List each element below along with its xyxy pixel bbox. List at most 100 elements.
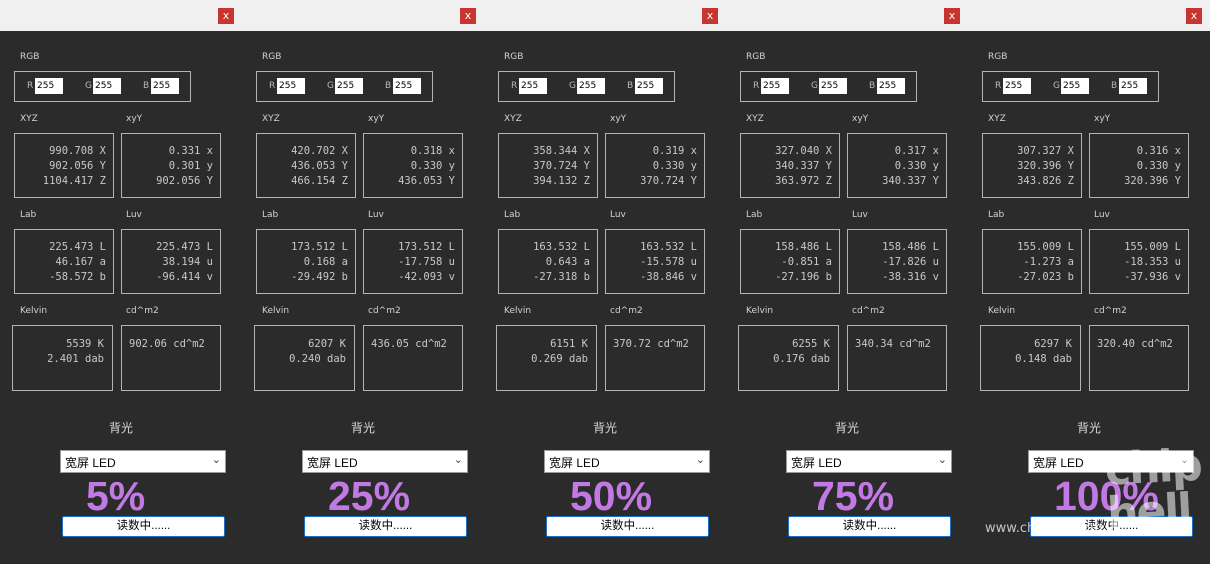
colorimeter-panel: x RGB R 255 G 255 B 255 XYZ xyY 420.7 (242, 0, 484, 564)
lab-box: 158.486 L -0.851 a -27.196 b (740, 229, 840, 294)
xyz-values: 327.040 X 340.337 Y 363.972 Z (775, 145, 832, 187)
rgb-box: R 255 G 255 B 255 (256, 71, 433, 102)
kelvin-label: Kelvin (504, 306, 532, 316)
chevron-down-icon: ⌄ (211, 453, 221, 466)
xyy-box: 0.318 x 0.330 y 436.053 Y (363, 133, 463, 198)
xyz-values: 307.327 X 320.396 Y 343.826 Z (1017, 145, 1074, 187)
backlight-select[interactable]: 宽屏 LED ⌄ (302, 450, 468, 473)
kelvin-values: 6151 K 0.269 dab (531, 338, 588, 365)
xyz-label: XYZ (988, 114, 1006, 124)
g-value-input[interactable]: 255 (1061, 78, 1089, 94)
g-label: G (1053, 81, 1060, 91)
colorimeter-panel: x RGB R 255 G 255 B 255 XYZ xyY 327.0 (726, 0, 968, 564)
luv-label: Luv (368, 210, 384, 220)
cdm2-box: 320.40 cd^m2 (1089, 325, 1189, 391)
brightness-percent: 25% (328, 473, 411, 519)
rgb-box: R 255 G 255 B 255 (740, 71, 917, 102)
kelvin-box: 6255 K 0.176 dab (738, 325, 839, 391)
kelvin-values: 6207 K 0.240 dab (289, 338, 346, 365)
xyz-box: 358.344 X 370.724 Y 394.132 Z (498, 133, 598, 198)
xyz-box: 327.040 X 340.337 Y 363.972 Z (740, 133, 840, 198)
g-value-input[interactable]: 255 (93, 78, 121, 94)
chevron-down-icon: ⌄ (453, 453, 463, 466)
cdm2-box: 370.72 cd^m2 (605, 325, 705, 391)
luv-box: 173.512 L -17.758 u -42.093 v (363, 229, 463, 294)
xyz-values: 358.344 X 370.724 Y 394.132 Z (533, 145, 590, 187)
reading-button[interactable]: 读数中...... (788, 516, 951, 537)
g-value-input[interactable]: 255 (577, 78, 605, 94)
b-value-input[interactable]: 255 (151, 78, 179, 94)
g-label: G (811, 81, 818, 91)
xyy-values: 0.316 x 0.330 y 320.396 Y (1124, 145, 1181, 187)
chevron-down-icon: ⌄ (937, 453, 947, 466)
close-button[interactable]: x (460, 8, 476, 24)
reading-button[interactable]: 读数中...... (62, 516, 225, 537)
rgb-box: R 255 G 255 B 255 (498, 71, 675, 102)
cdm2-value: 436.05 cd^m2 (371, 338, 447, 350)
r-label: R (27, 81, 34, 91)
b-value-input[interactable]: 255 (877, 78, 905, 94)
r-label: R (511, 81, 518, 91)
cdm2-value: 320.40 cd^m2 (1097, 338, 1173, 350)
cdm2-box: 902.06 cd^m2 (121, 325, 221, 391)
xyy-box: 0.319 x 0.330 y 370.724 Y (605, 133, 705, 198)
r-value-input[interactable]: 255 (277, 78, 305, 94)
colorimeter-panel: x RGB R 255 G 255 B 255 XYZ xyY 358.3 (484, 0, 726, 564)
cdm2-value: 340.34 cd^m2 (855, 338, 931, 350)
backlight-select[interactable]: 宽屏 LED ⌄ (544, 450, 710, 473)
xyy-label: xyY (610, 114, 627, 124)
r-value-input[interactable]: 255 (1003, 78, 1031, 94)
rgb-label: RGB (262, 52, 282, 62)
window-titlebar (968, 0, 1210, 31)
lab-label: Lab (988, 210, 1005, 220)
g-value-input[interactable]: 255 (819, 78, 847, 94)
b-value-input[interactable]: 255 (635, 78, 663, 94)
xyy-values: 0.319 x 0.330 y 370.724 Y (640, 145, 697, 187)
watermark-logo: chip hell (1103, 439, 1203, 540)
colorimeter-panel: x RGB R 255 G 255 B 255 XYZ xyY 307.3 (968, 0, 1210, 564)
window-titlebar (726, 0, 968, 31)
close-button[interactable]: x (944, 8, 960, 24)
window-titlebar (0, 0, 242, 31)
backlight-select[interactable]: 宽屏 LED ⌄ (786, 450, 952, 473)
backlight-selected-value: 宽屏 LED (549, 456, 600, 470)
close-button[interactable]: x (218, 8, 234, 24)
reading-button[interactable]: 读数中...... (1030, 516, 1193, 537)
backlight-selected-value: 宽屏 LED (791, 456, 842, 470)
close-button[interactable]: x (1186, 8, 1202, 24)
g-label: G (569, 81, 576, 91)
b-value-input[interactable]: 255 (1119, 78, 1147, 94)
lab-box: 163.532 L 0.643 a -27.318 b (498, 229, 598, 294)
luv-box: 155.009 L -18.353 u -37.936 v (1089, 229, 1189, 294)
backlight-select[interactable]: 宽屏 LED ⌄ (60, 450, 226, 473)
reading-button[interactable]: 读数中...... (304, 516, 467, 537)
r-label: R (269, 81, 276, 91)
luv-values: 155.009 L -18.353 u -37.936 v (1124, 241, 1181, 283)
xyy-box: 0.331 x 0.301 y 902.056 Y (121, 133, 221, 198)
rgb-box: R 255 G 255 B 255 (982, 71, 1159, 102)
b-value-input[interactable]: 255 (393, 78, 421, 94)
r-value-input[interactable]: 255 (761, 78, 789, 94)
backlight-select[interactable]: 宽屏 LED ⌄ (1028, 450, 1194, 473)
close-button[interactable]: x (702, 8, 718, 24)
b-label: B (385, 81, 392, 91)
chevron-down-icon: ⌄ (695, 453, 705, 466)
xyy-box: 0.317 x 0.330 y 340.337 Y (847, 133, 947, 198)
r-value-input[interactable]: 255 (519, 78, 547, 94)
g-value-input[interactable]: 255 (335, 78, 363, 94)
lab-values: 163.532 L 0.643 a -27.318 b (533, 241, 590, 283)
kelvin-values: 6255 K 0.176 dab (773, 338, 830, 365)
xyz-values: 990.708 X 902.056 Y 1104.417 Z (42, 145, 106, 187)
reading-button[interactable]: 读数中...... (546, 516, 709, 537)
backlight-label: 背光 (834, 421, 859, 435)
brightness-percent: 75% (812, 473, 895, 519)
kelvin-box: 5539 K 2.401 dab (12, 325, 113, 391)
lab-box: 173.512 L 0.168 a -29.492 b (256, 229, 356, 294)
backlight-label: 背光 (108, 421, 133, 435)
cdm2-label: cd^m2 (610, 306, 643, 316)
lab-values: 155.009 L -1.273 a -27.023 b (1017, 241, 1074, 283)
rgb-label: RGB (20, 52, 40, 62)
r-value-input[interactable]: 255 (35, 78, 63, 94)
window-titlebar (242, 0, 484, 31)
r-label: R (753, 81, 760, 91)
